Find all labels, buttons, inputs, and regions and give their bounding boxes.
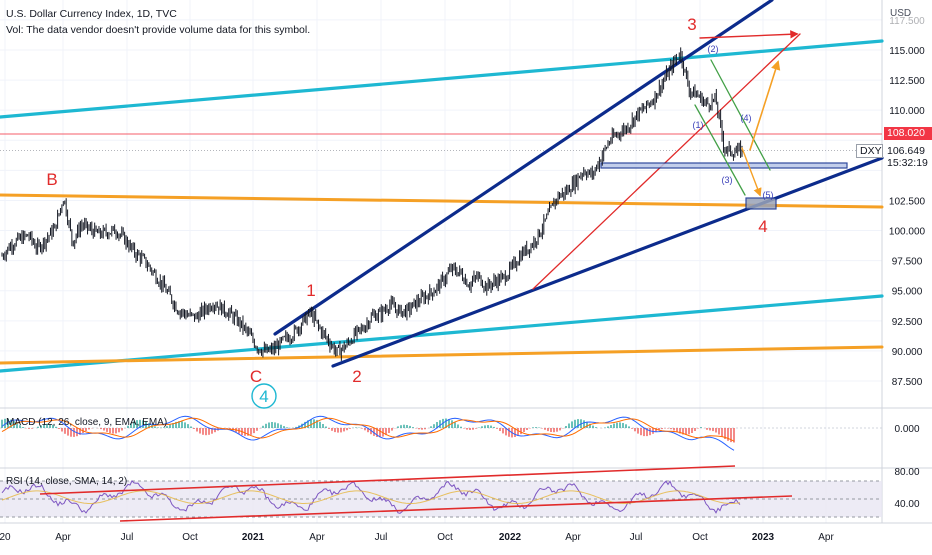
countdown-badge: 15:32:19 bbox=[884, 157, 932, 169]
wave-label-b: B bbox=[46, 170, 57, 189]
time-axis-label: Apr bbox=[55, 532, 71, 543]
support-zone-box bbox=[600, 162, 848, 169]
label-layer: B C 1 2 3 4 4 (1) (2) (3) (4) (5) bbox=[46, 15, 774, 409]
rsi-line bbox=[1, 480, 741, 514]
minor-wave-5: (5) bbox=[763, 190, 774, 200]
time-axis-label: Apr bbox=[565, 532, 581, 543]
price-axis-label: 95.000 bbox=[892, 287, 923, 298]
macd-axis-label: 0.000 bbox=[894, 424, 919, 435]
drawings-over bbox=[694, 30, 799, 197]
current-price-badge: 108.020 bbox=[884, 127, 932, 140]
axis-layer: 87.500 90.000 92.500 95.000 97.500 100.000 102… bbox=[0, 16, 926, 543]
currency-label: USD bbox=[890, 8, 912, 19]
price-axis-label: 110.000 bbox=[889, 106, 925, 117]
macd-line bbox=[1, 415, 735, 451]
wave-label-4: 4 bbox=[758, 217, 767, 236]
time-axis-label: 2022 bbox=[499, 532, 522, 543]
price-axis-label: 87.500 bbox=[892, 377, 923, 388]
time-axis-label: 2021 bbox=[242, 532, 265, 543]
rsi-axis-label-80: 80.00 bbox=[894, 467, 919, 478]
symbol-badge[interactable]: DXY bbox=[856, 144, 883, 158]
time-axis-label: 2023 bbox=[752, 532, 775, 543]
wave-label-2: 2 bbox=[352, 367, 361, 386]
circled-wave-ring bbox=[251, 383, 277, 409]
last-price-badge: 106.649 bbox=[884, 145, 932, 157]
time-axis-label: 20 bbox=[0, 532, 11, 543]
price-axis-label: 100.000 bbox=[889, 227, 926, 238]
time-axis-label: Apr bbox=[309, 532, 325, 543]
time-axis-label: Oct bbox=[692, 532, 708, 543]
rsi-pane bbox=[0, 465, 882, 522]
minor-wave-4: (4) bbox=[741, 113, 752, 123]
blue-upper-trendline bbox=[273, 0, 774, 336]
cyan-lower-channel bbox=[0, 294, 884, 373]
wave-label-circled-4: 4 bbox=[259, 387, 268, 406]
price-axis-label: 102.500 bbox=[889, 196, 926, 207]
wave-label-1: 1 bbox=[306, 281, 315, 300]
red-arrow bbox=[699, 30, 799, 39]
rsi-upper-trendline bbox=[39, 465, 736, 495]
time-axis-label: Oct bbox=[437, 532, 453, 543]
candle-layer bbox=[1, 47, 743, 361]
wave-label-3: 3 bbox=[687, 15, 696, 34]
target-zone-box bbox=[745, 197, 777, 210]
grid-layer bbox=[0, 0, 932, 524]
blue-lower-trendline bbox=[331, 156, 884, 368]
time-axis-label: Jul bbox=[375, 532, 388, 543]
cyan-upper-channel bbox=[0, 39, 884, 119]
price-axis-label: 92.500 bbox=[892, 317, 923, 328]
time-axis-label: Jul bbox=[630, 532, 643, 543]
drawings-under bbox=[0, 0, 884, 373]
rsi-legend[interactable]: RSI (14, close, SMA, 14, 2) bbox=[6, 476, 128, 487]
macd-signal-line bbox=[1, 417, 735, 442]
orange-arrow-down bbox=[741, 147, 762, 197]
price-axis-label: 117.500 bbox=[889, 16, 925, 27]
green-channel-lower bbox=[694, 104, 746, 196]
orange-arrow-up bbox=[749, 60, 781, 151]
minor-wave-3: (3) bbox=[722, 175, 733, 185]
volume-note: Vol: The data vendor doesn't provide vol… bbox=[6, 24, 311, 36]
macd-pane bbox=[0, 415, 882, 451]
red-wave-trendline bbox=[532, 33, 801, 290]
wave-label-c: C bbox=[250, 367, 262, 386]
orange-support-line bbox=[0, 345, 884, 365]
time-axis-label: Jul bbox=[121, 532, 134, 543]
price-axis-label: 97.500 bbox=[892, 257, 923, 268]
time-axis-label: Apr bbox=[818, 532, 834, 543]
chart-title: U.S. Dollar Currency Index, 1D, TVC bbox=[6, 8, 177, 20]
minor-wave-2: (2) bbox=[708, 44, 719, 54]
minor-wave-1: (1) bbox=[693, 120, 704, 130]
price-axis-label: 115.000 bbox=[889, 46, 925, 57]
rsi-lower-trendline bbox=[119, 495, 793, 522]
price-axis-label: 90.000 bbox=[892, 347, 923, 358]
rsi-axis-label-40: 40.00 bbox=[894, 499, 919, 510]
time-axis-label: Oct bbox=[182, 532, 198, 543]
macd-legend[interactable]: MACD (12, 26, close, 9, EMA, EMA) bbox=[6, 417, 168, 428]
green-channel-upper bbox=[710, 59, 771, 171]
price-axis-label: 112.500 bbox=[889, 76, 925, 87]
orange-resistance-line bbox=[0, 193, 884, 209]
